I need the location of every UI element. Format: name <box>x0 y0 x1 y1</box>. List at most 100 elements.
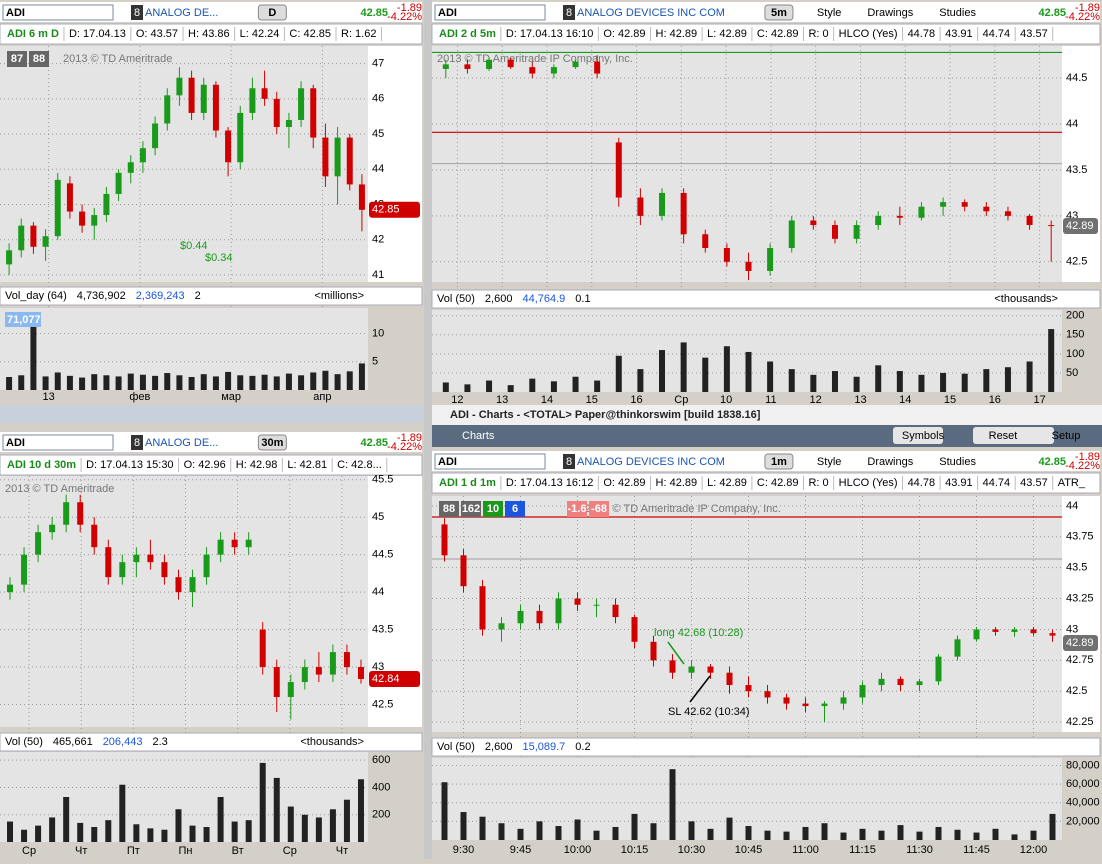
aggregation[interactable]: 30m <box>261 437 283 449</box>
link: 8 <box>566 7 572 19</box>
volume-bar <box>127 373 134 390</box>
candle-body <box>961 202 968 207</box>
volume-info: Vol (50) <box>437 741 475 753</box>
separator <box>424 0 432 859</box>
volume-bar <box>164 373 171 390</box>
volume-bar <box>1026 361 1033 392</box>
header-button[interactable]: Studies <box>939 456 976 468</box>
candle-body <box>273 98 280 128</box>
volume-bar <box>859 828 866 840</box>
volume-bar <box>21 829 28 842</box>
header-button[interactable]: Drawings <box>867 7 913 19</box>
x-tick-label: 13 <box>854 394 866 406</box>
aggregation[interactable]: 5m <box>771 7 787 19</box>
candle-body <box>707 666 714 673</box>
aggregation-button[interactable] <box>764 4 794 21</box>
volume-info: 2,600 <box>485 741 513 753</box>
header-button[interactable]: Style <box>817 7 841 19</box>
aggregation-button[interactable] <box>257 4 287 21</box>
symbol-box[interactable] <box>2 4 114 21</box>
dividend-note: $0.44 <box>180 240 208 252</box>
watermark: 2013 © TD Ameritrade <box>5 483 114 495</box>
change: -1.89 <box>1075 451 1100 463</box>
change-pct: -4.22% <box>1065 11 1100 23</box>
x-tick-label: 16 <box>989 394 1001 406</box>
candle-body <box>310 88 317 138</box>
toolbar-button-label[interactable]: Symbols <box>902 430 945 442</box>
candle-body <box>63 502 70 525</box>
candle-body <box>875 215 882 226</box>
x-tick-label: Чт <box>336 845 348 857</box>
link: 8 <box>134 7 140 19</box>
candle-body <box>853 225 860 239</box>
candle-body <box>935 656 942 682</box>
candle-body <box>322 137 329 177</box>
symbol-box[interactable] <box>2 434 114 451</box>
aggregation[interactable]: 1m <box>771 456 787 468</box>
price-pane <box>0 46 368 282</box>
volume-bar <box>301 814 308 842</box>
aggregation-button[interactable] <box>764 453 794 470</box>
candle-body <box>631 617 638 642</box>
scroll-bar <box>0 405 424 423</box>
info-item: R: 0 <box>808 28 828 40</box>
info-item: 44.74 <box>983 477 1011 489</box>
candle-body <box>7 584 14 593</box>
candle-body <box>334 137 341 177</box>
candle-body <box>878 678 885 686</box>
x-tick-label: Пн <box>179 845 193 857</box>
volume-bar <box>821 823 828 840</box>
volume-info: Vol_day (64) <box>5 290 67 302</box>
volume-bar <box>119 784 126 842</box>
candle-body <box>1004 211 1011 216</box>
y-tick-label: 43 <box>372 661 384 673</box>
volume-info: 15,089.7 <box>522 741 565 753</box>
volume-bar <box>637 369 644 392</box>
volume-info: 2 <box>195 290 201 302</box>
y-tick-label: 200 <box>1066 310 1084 322</box>
candle-body <box>593 604 600 606</box>
volume-bar <box>103 375 110 390</box>
volume-bar <box>273 376 280 390</box>
y-tick-label: 20,000 <box>1066 815 1100 827</box>
x-tick-label: 14 <box>541 394 553 406</box>
candle-body <box>91 524 98 548</box>
symbol-box[interactable] <box>434 4 546 21</box>
volume-bar <box>245 820 252 842</box>
header-price: 42.85 <box>360 7 388 19</box>
badge-label: -1.6 <box>568 503 587 515</box>
toolbar-button[interactable] <box>893 427 943 444</box>
candle-body <box>249 88 256 113</box>
candle-body <box>918 206 925 218</box>
volume-bar <box>315 817 322 842</box>
info-item: ADI 1 d 1m <box>439 477 496 489</box>
toolbar-button-label[interactable]: Setup <box>1052 430 1081 442</box>
volume-bar <box>507 385 514 392</box>
info-item: L: 42.81 <box>287 459 327 471</box>
toolbar-button-label[interactable]: Reset <box>989 430 1018 442</box>
symbol-box[interactable] <box>434 453 546 470</box>
header-button[interactable]: Studies <box>939 7 976 19</box>
company: ANALOG DEVICES INC COM <box>577 456 725 468</box>
x-tick-label: 15 <box>944 394 956 406</box>
y-tick-label: 43.5 <box>1066 562 1087 574</box>
header-button[interactable]: Style <box>817 456 841 468</box>
info-item: D: 17.04.13 <box>69 28 126 40</box>
volume-bar <box>77 822 84 842</box>
price-axis <box>1062 46 1100 282</box>
volume-bar <box>723 346 730 392</box>
aggregation[interactable]: D <box>268 7 276 19</box>
header-button[interactable]: Drawings <box>867 456 913 468</box>
candle-body <box>30 225 37 247</box>
toolbar-button[interactable] <box>1018 427 1054 444</box>
toolbar-button-label[interactable]: Charts <box>462 430 495 442</box>
aggregation-button[interactable] <box>257 434 287 451</box>
volume-bar <box>175 809 182 842</box>
volume-bar <box>650 823 657 840</box>
y-tick-label: 42.25 <box>1066 716 1094 728</box>
y-tick-label: 44.5 <box>1066 72 1087 84</box>
info-item: D: 17.04.13 16:10 <box>506 28 593 40</box>
toolbar-button[interactable] <box>973 427 1023 444</box>
candle-body <box>669 660 676 673</box>
y-tick-label: 43.25 <box>1066 592 1094 604</box>
